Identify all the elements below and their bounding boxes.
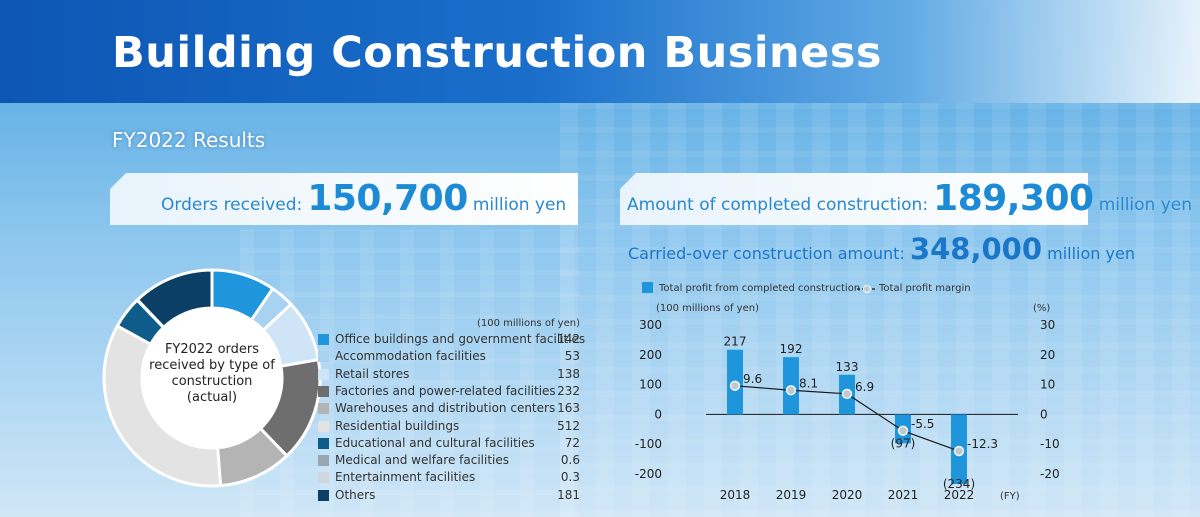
legend-label: Office buildings and government faciliti…: [335, 332, 586, 346]
bar-legend-swatch: [642, 282, 653, 293]
legend-swatch: [318, 334, 329, 345]
carried-over-label: Carried-over construction amount:: [628, 244, 905, 263]
donut-legend-item: Office buildings and government faciliti…: [318, 332, 585, 349]
carried-over-text: Carried-over construction amount: 348,00…: [628, 232, 1135, 266]
bar-ylabel: (100 millions of yen): [656, 303, 759, 314]
legend-label: Residential buildings: [335, 418, 460, 433]
legend-value: 53: [564, 349, 580, 364]
legend-value: 181: [557, 487, 580, 502]
donut-legend-item: Factories and power-related facilities 23…: [318, 384, 580, 401]
bar-y2label: (%): [1033, 303, 1051, 314]
donut-chart: [102, 268, 322, 488]
legend-value: 232: [557, 383, 580, 398]
donut-slice-9: [135, 268, 214, 330]
completed-construction-card: [620, 173, 1088, 225]
orders-received-card: [110, 173, 578, 225]
carried-over-unit: million yen: [1047, 244, 1135, 263]
page-title: Building Construction Business: [112, 28, 883, 78]
legend-swatch: [318, 368, 329, 380]
legend-swatch: [318, 385, 329, 397]
legend-label: Others: [335, 487, 376, 502]
legend-label: Medical and welfare facilities: [335, 453, 510, 468]
orders-received-unit: million yen: [472, 195, 567, 215]
page-subtitle: FY2022 Results: [112, 128, 266, 152]
donut-legend-item: Entertainment facilities 0.3: [318, 470, 580, 487]
donut-unit-label: (100 millions of yen): [477, 318, 580, 329]
legend-label: Factories and power-related facilities: [335, 383, 556, 398]
donut-legend-item: Educational and cultural facilities 72: [318, 436, 580, 453]
donut-legend-item: Others 181: [318, 488, 580, 505]
donut-legend-item: Residential buildings 512: [318, 419, 580, 436]
legend-label: Retail stores: [335, 366, 410, 381]
legend-value: 142: [557, 332, 580, 346]
legend-swatch: [318, 455, 329, 467]
line-legend-label: Total profit margin: [879, 283, 971, 294]
donut-legend-item: Warehouses and distribution centers 163: [318, 401, 580, 418]
legend-swatch: [318, 472, 329, 484]
orders-received-value: 150,700: [307, 178, 468, 219]
legend-swatch: [318, 420, 329, 432]
legend-value: 0.3: [560, 470, 580, 485]
completed-construction-unit: million yen: [1098, 195, 1193, 215]
donut-center-label: FY2022 orders received by type of constr…: [149, 342, 275, 405]
orders-received-label: Orders received:: [161, 195, 303, 215]
legend-label: Educational and cultural facilities: [335, 435, 535, 450]
legend-label: Accommodation facilities: [335, 349, 486, 364]
title-bar: Building Construction Business: [0, 0, 1200, 103]
legend-value: 72: [564, 435, 580, 450]
donut-slice-5: [102, 323, 223, 488]
completed-construction-label: Amount of completed construction:: [627, 195, 929, 215]
donut-legend-item: Accommodation facilities 53: [318, 349, 580, 366]
legend-swatch: [318, 489, 329, 501]
legend-label: Warehouses and distribution centers: [335, 401, 556, 416]
legend-value: 0.6: [560, 453, 580, 468]
donut-legend-item: Medical and welfare facilities 0.6: [318, 453, 580, 470]
bar-legend-label: Total profit from completed construction: [659, 283, 861, 294]
legend-swatch: [318, 403, 329, 415]
completed-construction-value: 189,300: [933, 178, 1094, 219]
donut-hole: [143, 309, 281, 447]
legend-swatch: [318, 351, 329, 363]
donut-legend-item: Retail stores 138: [318, 367, 580, 384]
legend-swatch: [318, 437, 329, 449]
legend-label: Entertainment facilities: [335, 470, 476, 485]
legend-value: 512: [557, 418, 580, 433]
carried-over-value: 348,000: [909, 232, 1043, 266]
legend-value: 163: [557, 401, 580, 416]
legend-value: 138: [557, 366, 580, 381]
orders-received-text: Orders received: 150,700 million yen: [161, 178, 566, 219]
completed-construction-text: Amount of completed construction: 189,30…: [627, 178, 1192, 219]
line-legend-swatch: [857, 285, 877, 293]
